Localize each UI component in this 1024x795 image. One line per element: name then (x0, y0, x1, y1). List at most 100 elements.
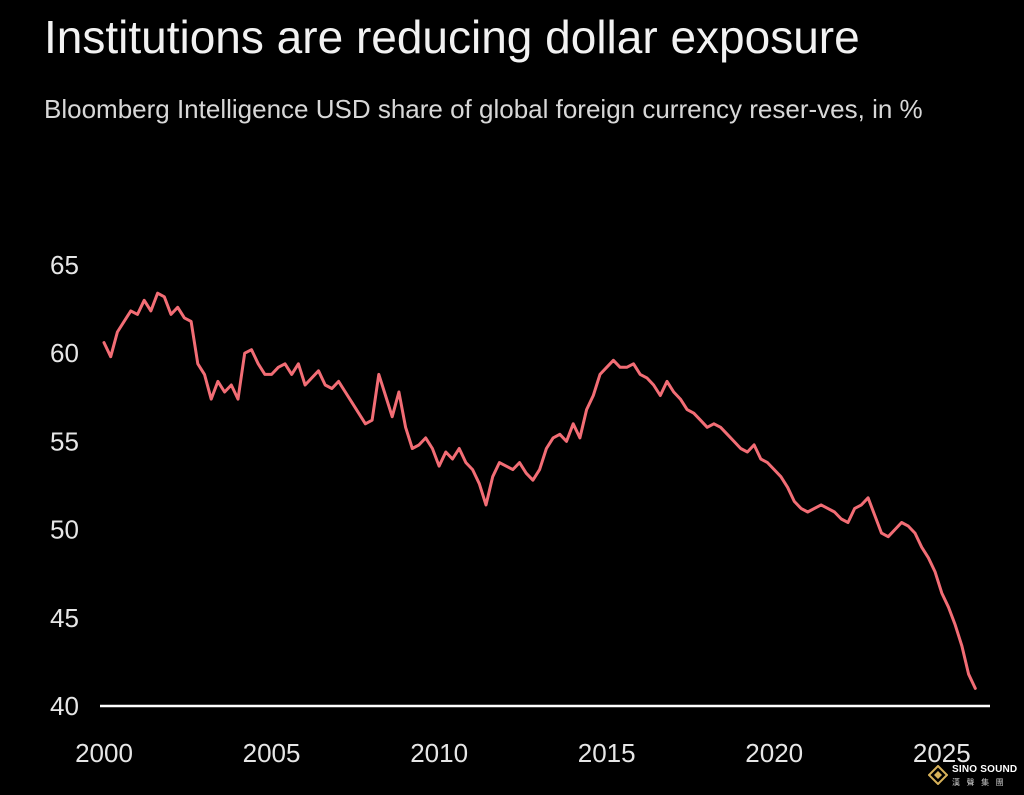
data-point (109, 355, 112, 358)
x-axis-ticks: 2000 2005 2010 2015 2020 2025 (75, 738, 971, 768)
data-point (230, 383, 233, 387)
data-point (478, 482, 481, 485)
data-point (592, 394, 595, 397)
x-tick-label: 2010 (410, 738, 468, 768)
data-point (685, 408, 689, 411)
data-point (384, 394, 387, 397)
data-point (498, 461, 501, 464)
data-point (793, 500, 796, 503)
data-point (618, 366, 622, 369)
data-point (786, 486, 789, 489)
data-point (136, 313, 139, 316)
data-point (189, 320, 193, 323)
data-point (364, 422, 367, 425)
data-point (243, 352, 246, 355)
data-point (397, 390, 401, 394)
data-point (565, 440, 568, 443)
data-point (652, 383, 655, 387)
data-point (471, 468, 474, 471)
diamond-logo-icon (928, 765, 948, 785)
data-point (706, 426, 709, 429)
data-point (196, 362, 199, 365)
data-point (303, 383, 307, 387)
data-point (806, 510, 809, 514)
data-point (853, 507, 856, 510)
data-point (163, 295, 166, 298)
data-point (712, 422, 716, 425)
data-point (404, 426, 407, 429)
data-point (203, 373, 206, 376)
data-point (216, 380, 220, 383)
watermark-brand: SINO SOUND (952, 764, 1018, 775)
data-point (290, 373, 293, 376)
data-point (350, 401, 354, 404)
data-point (759, 457, 762, 461)
data-point (437, 464, 441, 468)
data-point (873, 514, 876, 517)
series-line (102, 291, 977, 690)
y-tick-label: 50 (50, 515, 79, 545)
data-point (692, 412, 695, 415)
data-point (545, 447, 548, 450)
data-point (310, 376, 313, 380)
data-point (833, 510, 836, 514)
data-point (699, 419, 702, 422)
data-point (954, 623, 957, 627)
data-point (330, 387, 334, 390)
data-point (572, 422, 575, 425)
data-point (933, 570, 937, 574)
data-point (679, 397, 682, 401)
data-point (122, 320, 126, 323)
x-tick-label: 2025 (913, 738, 971, 768)
data-point (431, 447, 434, 450)
data-point (417, 443, 421, 447)
data-point (612, 359, 615, 362)
data-point (625, 366, 628, 369)
data-point (659, 394, 662, 397)
data-point (665, 380, 669, 383)
data-point (766, 461, 769, 464)
y-tick-label: 60 (50, 338, 79, 368)
data-point (149, 309, 153, 313)
data-point (257, 362, 260, 365)
data-point (464, 461, 468, 464)
data-point (819, 503, 823, 507)
watermark: SINO SOUND 漢 聲 集 團 (928, 762, 1020, 792)
data-point (183, 316, 186, 320)
data-point (277, 366, 280, 369)
data-point (531, 479, 535, 482)
x-tick-label: 2015 (578, 738, 636, 768)
data-point (176, 306, 179, 309)
data-point (210, 397, 213, 401)
x-tick-label: 2000 (75, 738, 133, 768)
chart-subtitle: Bloomberg Intelligence USD share of glob… (44, 94, 923, 124)
data-point (585, 408, 588, 411)
data-point (719, 426, 722, 429)
data-point (518, 461, 521, 464)
data-point (974, 687, 977, 690)
y-tick-label: 45 (50, 603, 79, 633)
data-point (337, 380, 340, 383)
data-point (880, 531, 883, 535)
data-point (551, 436, 555, 440)
data-point (297, 362, 300, 365)
data-point (263, 373, 267, 376)
data-point (866, 496, 870, 499)
data-point (746, 450, 749, 454)
data-point (511, 468, 514, 471)
data-point (236, 397, 240, 401)
y-axis-ticks: 40 45 50 55 60 65 (50, 250, 79, 721)
data-point (813, 507, 816, 510)
data-point (424, 436, 427, 440)
data-point (940, 591, 943, 595)
data-point (458, 447, 461, 450)
data-point (860, 503, 863, 507)
data-point (947, 606, 950, 609)
data-point (324, 383, 327, 387)
y-tick-label: 65 (50, 250, 79, 280)
data-point (143, 299, 146, 302)
data-point (451, 457, 454, 461)
data-point (846, 521, 850, 524)
series-layer (102, 291, 977, 690)
data-point (370, 419, 374, 422)
